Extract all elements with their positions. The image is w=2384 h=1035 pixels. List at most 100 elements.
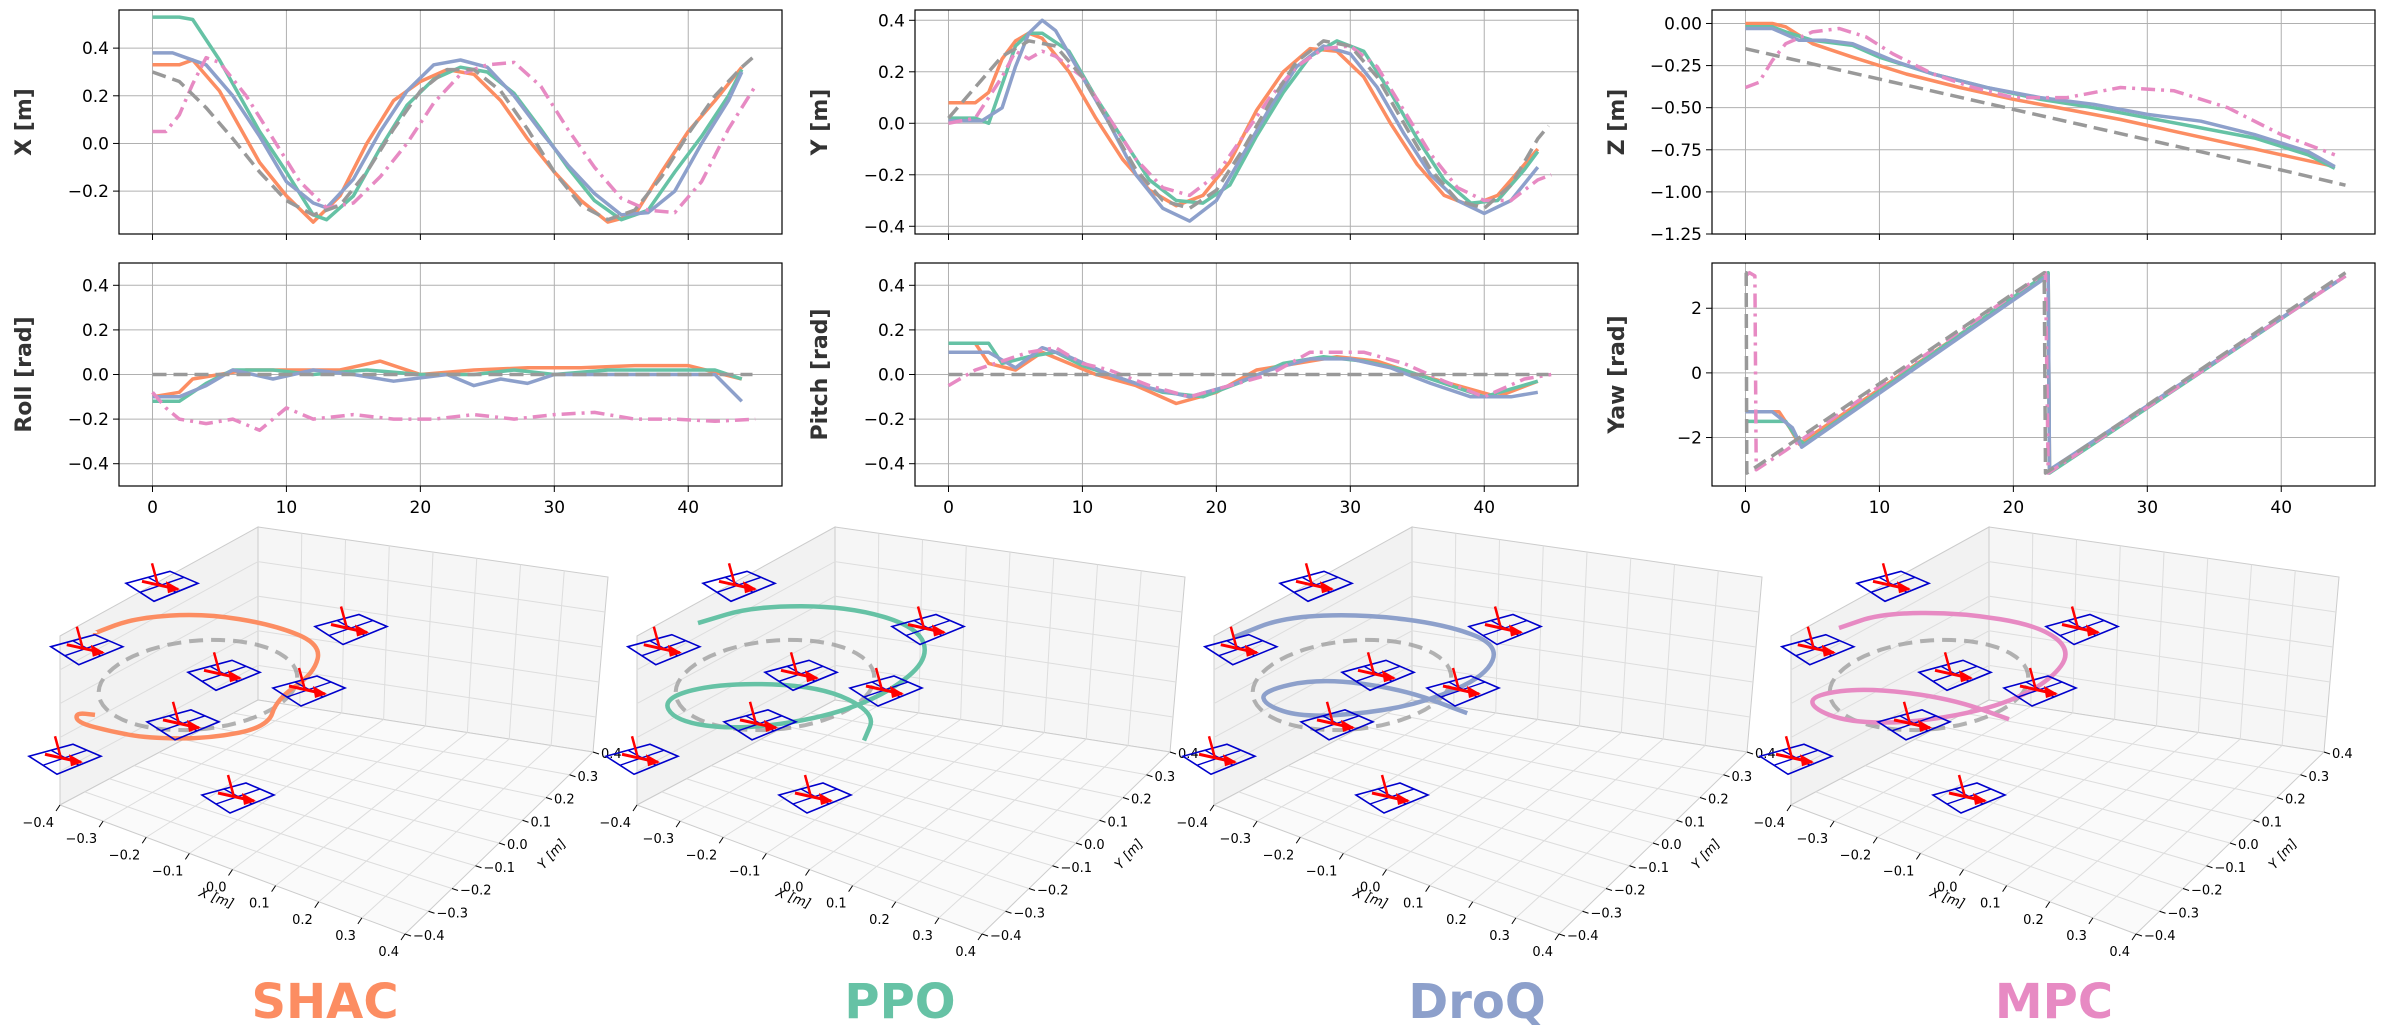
x-tick-label: 0.4	[378, 945, 399, 960]
y-tick-label: −0.3	[1014, 906, 1046, 921]
x-tick-label: −0.1	[1306, 864, 1338, 879]
x-tick-mark	[1511, 917, 1517, 925]
x-tick-mark	[1829, 820, 1835, 828]
heading-arrowhead	[69, 754, 83, 767]
heading-arrowhead	[187, 719, 201, 732]
x-tick-label: −0.3	[1797, 832, 1829, 847]
heading-arrowhead	[743, 581, 757, 594]
floor-gridline	[1472, 738, 1664, 903]
heading-arrowhead	[1821, 644, 1836, 657]
x-tick-mark	[632, 804, 638, 812]
y-tick-label: 0.2	[1131, 793, 1152, 808]
y-tick-mark	[404, 933, 412, 937]
x-tick-label: 0.4	[2109, 945, 2130, 960]
quadrotor-marker	[1876, 701, 1953, 741]
floor-gridline	[2092, 745, 2283, 919]
y-tick-mark	[1699, 797, 1707, 800]
x-tick-mark	[934, 917, 940, 925]
x-tick-mark	[1338, 853, 1344, 860]
x-tick-mark	[2002, 885, 2008, 892]
quadrotor-marker	[1758, 735, 1835, 776]
wall-gridline	[1537, 545, 1544, 720]
x-tick-label: 0.3	[335, 929, 356, 944]
x-tick-label: 0.1	[826, 897, 847, 912]
x-tick-mark	[977, 933, 983, 941]
heading-arrowhead	[1918, 719, 1932, 732]
heading-arrowhead	[242, 793, 256, 805]
y-tick-mark	[1122, 797, 1130, 800]
y-tick-label: 0.4	[878, 11, 905, 31]
axes-frame	[1711, 262, 2376, 487]
wall-gridline	[1213, 595, 1757, 705]
y-tick-mark	[2323, 751, 2331, 755]
y-tick-label: −0.4	[68, 455, 109, 475]
y-tick-label: −0.3	[437, 906, 469, 921]
heading-arrowhead	[90, 644, 105, 657]
floor-gridline	[895, 738, 1087, 903]
x-tick-label: 40	[2270, 498, 2292, 518]
thrust-arrow	[874, 667, 884, 691]
x-tick-label: 20	[410, 498, 432, 518]
heading-arrowhead	[1244, 644, 1259, 657]
panel-3d-mpc: −0.4−0.3−0.2−0.10.00.10.20.30.4X [m]−0.4…	[1753, 526, 2353, 960]
wall-gridline	[1620, 558, 1632, 733]
x-tick-label: 30	[543, 498, 565, 518]
x-tick-label: 0.4	[1532, 945, 1553, 960]
y-tick-mark	[2300, 774, 2307, 778]
thrust-arrow	[748, 701, 758, 725]
x-tick-label: 0.0	[1360, 881, 1381, 896]
x-tick-mark	[184, 853, 190, 860]
floor-gridline	[810, 712, 1147, 776]
quadrotor-marker	[1467, 606, 1544, 646]
y-tick-label: −0.25	[1650, 57, 1702, 77]
y-tick-mark	[592, 751, 600, 755]
trajectory-droq	[1232, 613, 1496, 718]
quadrotor-marker	[763, 651, 840, 692]
x-tick-label: 10	[276, 498, 298, 518]
x-tick-mark	[1382, 869, 1387, 876]
floor-gridline	[1889, 752, 2231, 844]
x-tick-label: 0	[1740, 498, 1751, 518]
floor-gridline	[2049, 738, 2241, 903]
quadrotor-marker	[48, 626, 125, 666]
y-tick-label: 0.4	[82, 39, 109, 59]
floor-gridline	[1914, 738, 2254, 821]
heading-arrowhead	[1467, 686, 1481, 698]
heading-arrowhead	[805, 670, 819, 683]
method-labels: SHAC PPO DroQ MPC	[251, 974, 2113, 1030]
thrust-arrow	[1902, 701, 1912, 725]
x-tick-label: 0.1	[1980, 897, 2001, 912]
y-tick-label: 0.2	[82, 87, 109, 107]
thrust-arrow	[727, 562, 737, 586]
series-line-ppo	[152, 15, 744, 222]
x-tick-mark	[1872, 836, 1878, 844]
quadrotor-marker	[1202, 626, 1279, 666]
heading-arrowhead	[228, 670, 242, 683]
thrust-arrow	[1943, 651, 1953, 675]
heading-arrowhead	[1382, 670, 1396, 683]
quadrotor-marker	[313, 606, 390, 646]
trajectory-mpc	[1810, 610, 2068, 725]
thrust-arrow	[652, 626, 662, 650]
quadrotor-marker	[1779, 626, 1856, 666]
x-tick-mark	[400, 933, 406, 941]
panel-x-position: −0.2 0.0 0.2 0.4 X [m]	[12, 9, 783, 240]
x-tick-mark	[2131, 933, 2137, 941]
wall-gridline	[508, 564, 521, 740]
x-tick-mark	[805, 869, 810, 876]
y-tick-label: −0.3	[2168, 906, 2200, 921]
x-tick-mark	[1468, 901, 1474, 909]
quadrotor-marker	[27, 735, 104, 776]
y-tick-label: −1.25	[1650, 225, 1702, 245]
x-tick-mark	[848, 885, 854, 892]
wall-gridline	[1002, 551, 1011, 727]
method-label-mpc: MPC	[1995, 974, 2113, 1030]
floor-gridline	[1429, 732, 1622, 887]
quadrotor-marker	[1425, 667, 1502, 707]
series-line-shac	[152, 359, 743, 399]
floor-gridline	[760, 738, 1100, 821]
y-tick-label: 0.4	[82, 276, 109, 296]
thrust-arrow	[150, 562, 160, 586]
series-line-mpc	[948, 44, 1552, 203]
x-tick-label: −0.4	[1176, 816, 1208, 831]
